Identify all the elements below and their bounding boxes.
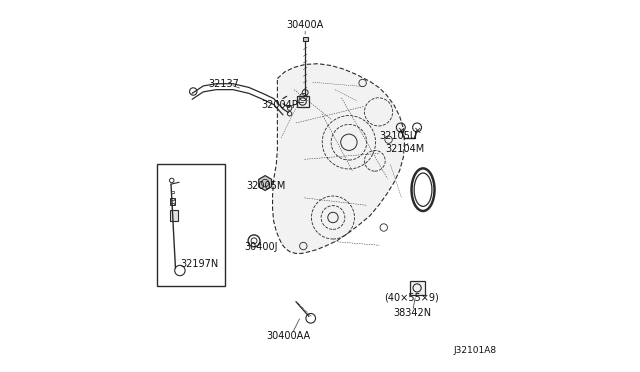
Text: 32104M: 32104M xyxy=(386,144,425,154)
Bar xyxy=(170,210,178,221)
Text: 30400A: 30400A xyxy=(287,20,324,30)
Text: 32197N: 32197N xyxy=(180,259,219,269)
Bar xyxy=(171,191,174,193)
Bar xyxy=(171,198,174,200)
Text: 32105U: 32105U xyxy=(379,131,417,141)
Polygon shape xyxy=(259,176,271,190)
Text: 30400J: 30400J xyxy=(244,242,278,252)
Text: J32101A8: J32101A8 xyxy=(453,346,497,355)
Bar xyxy=(410,280,424,295)
Text: 32005M: 32005M xyxy=(246,181,286,191)
Bar xyxy=(170,198,175,205)
Text: (40×55×9): (40×55×9) xyxy=(385,292,439,302)
Bar xyxy=(297,96,308,107)
Text: 32137: 32137 xyxy=(208,79,239,89)
Text: 30400AA: 30400AA xyxy=(266,331,310,341)
Text: 32004P: 32004P xyxy=(261,100,298,110)
Text: 38342N: 38342N xyxy=(393,308,431,318)
Polygon shape xyxy=(273,64,404,253)
Bar xyxy=(303,37,308,41)
Bar xyxy=(171,203,174,205)
Bar xyxy=(157,164,225,286)
